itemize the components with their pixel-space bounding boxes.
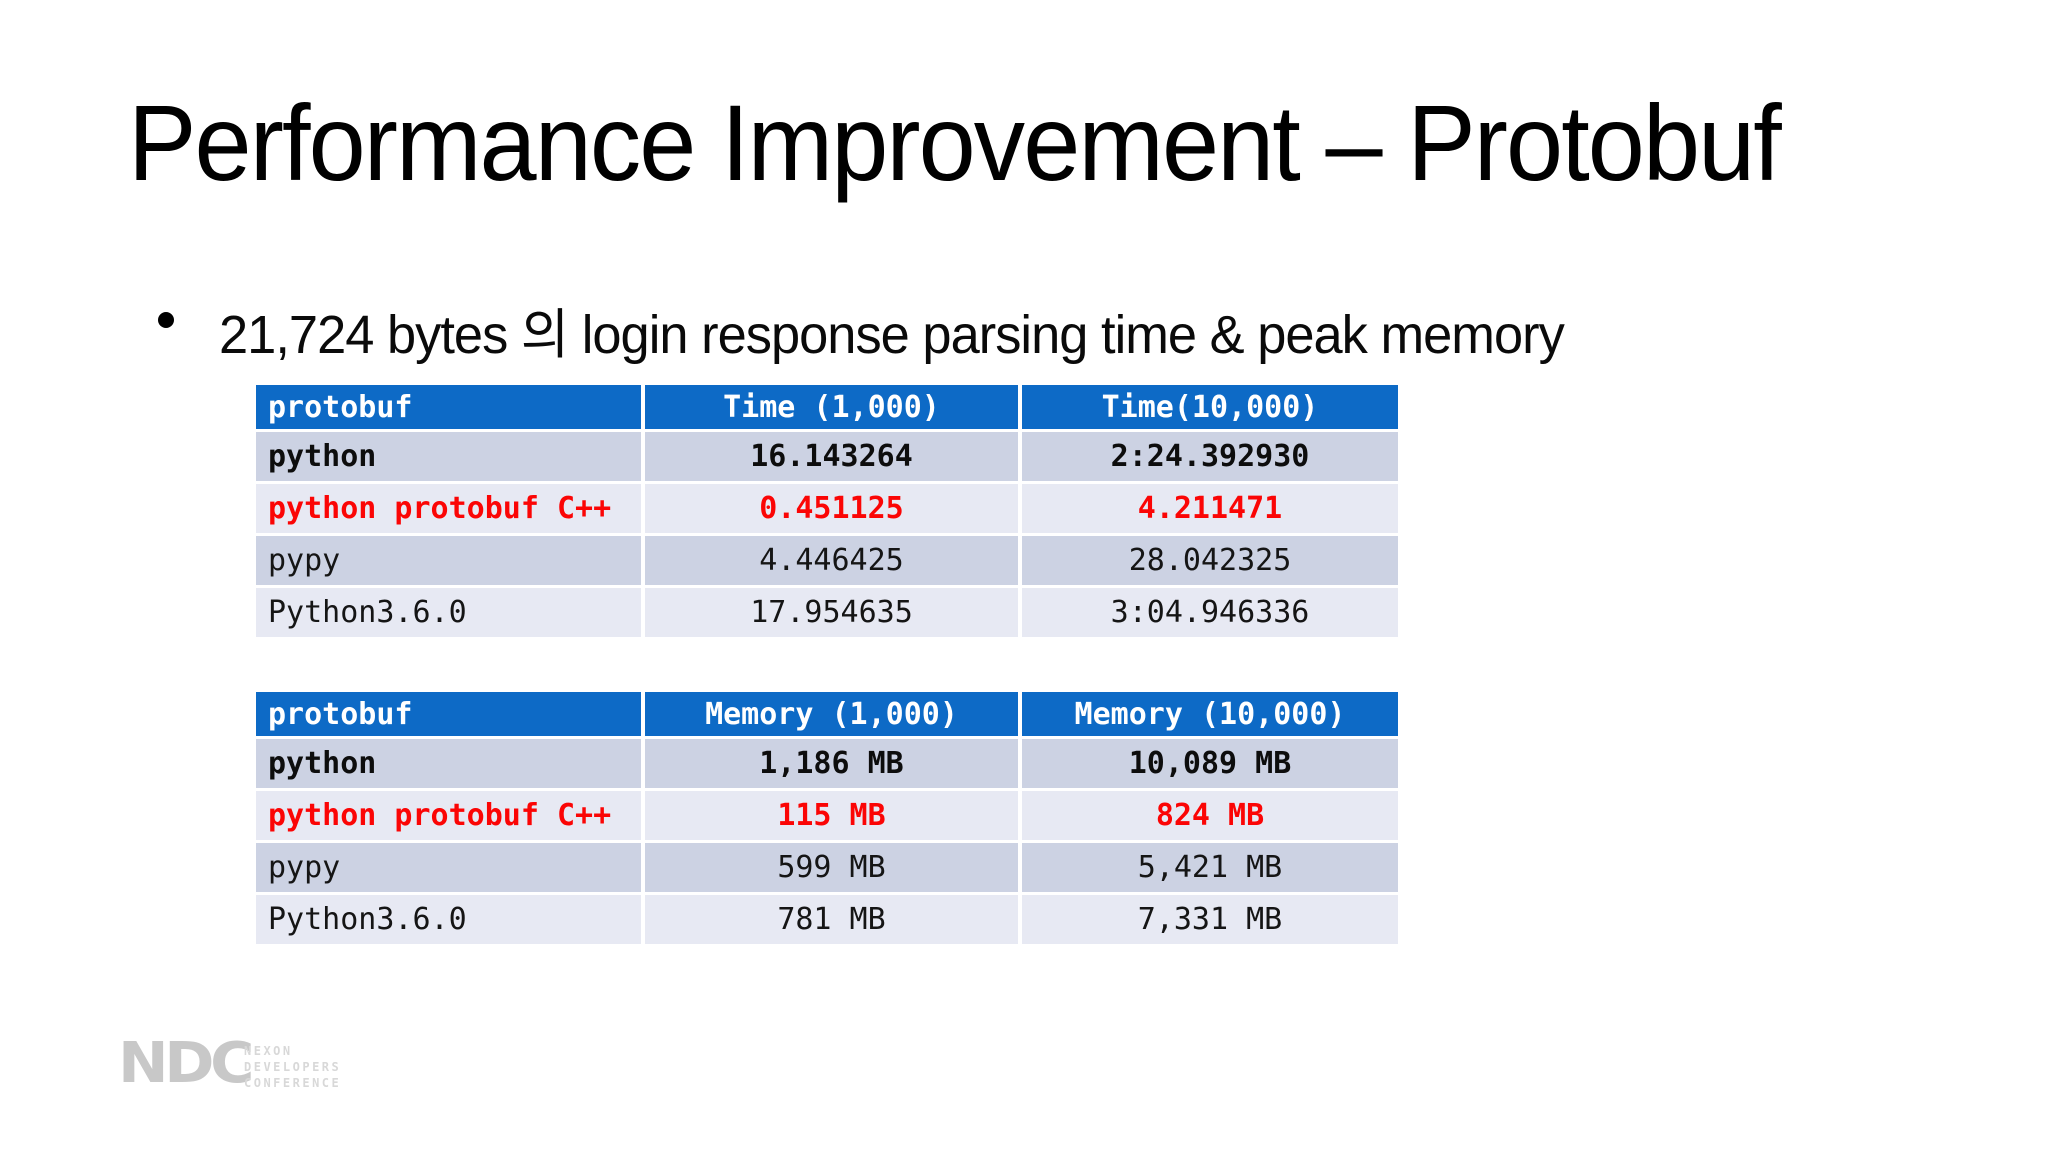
header-row: protobuf Time (1,000) Time(10,000) (256, 385, 1398, 429)
table-cell: 28.042325 (1022, 533, 1398, 585)
table-row: python 16.143264 2:24.392930 (256, 429, 1398, 481)
logo-line-developers: DEVELOPERS (244, 1060, 342, 1074)
table-cell: python protobuf C++ (256, 481, 645, 533)
table-row: python protobuf C++ 115 MB 824 MB (256, 788, 1398, 840)
table-row: pypy 4.446425 28.042325 (256, 533, 1398, 585)
table-cell: pypy (256, 533, 645, 585)
table-cell: Python3.6.0 (256, 585, 645, 637)
header-cell: protobuf (256, 385, 645, 429)
table-cell: python protobuf C++ (256, 788, 645, 840)
table-cell: 7,331 MB (1022, 892, 1398, 944)
header-cell: Memory (1,000) (645, 692, 1022, 736)
header-cell: Time(10,000) (1022, 385, 1398, 429)
table-cell: 824 MB (1022, 788, 1398, 840)
table-cell: 4.446425 (645, 533, 1022, 585)
header-row: protobuf Memory (1,000) Memory (10,000) (256, 692, 1398, 736)
table-row: Python3.6.0 781 MB 7,331 MB (256, 892, 1398, 944)
table-cell: 17.954635 (645, 585, 1022, 637)
bullet-icon (158, 312, 174, 328)
header-cell: Time (1,000) (645, 385, 1022, 429)
header-cell: Memory (10,000) (1022, 692, 1398, 736)
table-cell: 5,421 MB (1022, 840, 1398, 892)
table-cell: 16.143264 (645, 429, 1022, 481)
bullet-text: 21,724 bytes 의 login response parsing ti… (219, 305, 1565, 365)
table-cell: 115 MB (645, 788, 1022, 840)
table-row: pypy 599 MB 5,421 MB (256, 840, 1398, 892)
table-cell: 0.451125 (645, 481, 1022, 533)
ndc-logo-text: NEXON DEVELOPERS CONFERENCE (244, 1043, 341, 1091)
table-cell: 3:04.946336 (1022, 585, 1398, 637)
header-cell: protobuf (256, 692, 645, 736)
table-cell: pypy (256, 840, 645, 892)
table-cell: 2:24.392930 (1022, 429, 1398, 481)
time-table: protobuf Time (1,000) Time(10,000) python 16… (256, 385, 1398, 637)
table-cell: 10,089 MB (1022, 736, 1398, 788)
table-cell: 599 MB (645, 840, 1022, 892)
table-cell: 4.211471 (1022, 481, 1398, 533)
table-row: python protobuf C++ 0.451125 4.211471 (256, 481, 1398, 533)
logo-line-conference: CONFERENCE (244, 1076, 342, 1090)
table-cell: python (256, 429, 645, 481)
ndc-logo-letters: NDC (118, 1031, 255, 1096)
table-cell: Python3.6.0 (256, 892, 645, 944)
table-cell: python (256, 736, 645, 788)
slide-title: Performance Improvement – Protobuf (128, 82, 1782, 203)
table-cell: 1,186 MB (645, 736, 1022, 788)
memory-table: protobuf Memory (1,000) Memory (10,000) pyt… (256, 692, 1398, 944)
logo-line-nexon: NEXON (244, 1044, 293, 1058)
table-cell: 781 MB (645, 892, 1022, 944)
table-row: python 1,186 MB 10,089 MB (256, 736, 1398, 788)
table-row: Python3.6.0 17.954635 3:04.946336 (256, 585, 1398, 637)
